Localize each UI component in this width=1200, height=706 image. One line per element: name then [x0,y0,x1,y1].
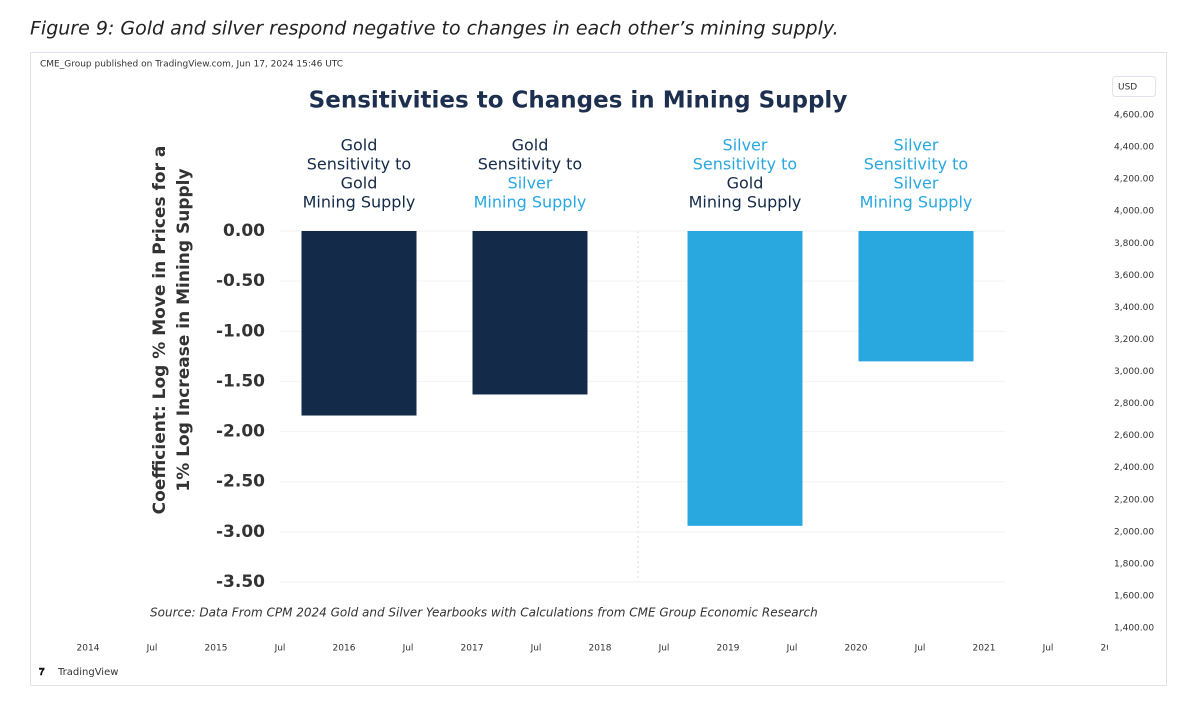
price-tick-label: 4,200.00 [1114,175,1154,185]
y-label-line: Coefficient: Log % Move in Prices for a [150,146,170,515]
y-tick-label: -3.50 [216,572,265,592]
time-tick-label: Jul [530,644,542,654]
category-label: Sensitivity to [307,155,411,174]
category-label: Gold [727,174,764,193]
time-tick-label: Jul [274,644,286,654]
bar [687,231,803,526]
time-tick-label: Jul [658,644,670,654]
y-tick-label: -1.50 [216,371,265,391]
time-tick-label: 2018 [589,644,612,654]
category-label: Mining Supply [303,193,416,212]
price-tick-label: 1,400.00 [1114,624,1154,634]
y-tick-label: 0.00 [223,221,265,241]
chart-title: Sensitivities to Changes in Mining Suppl… [309,88,848,114]
category-label: Gold [512,136,549,155]
price-tick-label: 3,200.00 [1114,335,1154,345]
time-tick-label: Jul [1042,644,1054,654]
bar [858,231,974,362]
price-tick-label: 3,800.00 [1114,239,1154,249]
price-tick-label: 4,000.00 [1114,207,1154,217]
price-tick-label: 1,600.00 [1114,591,1154,601]
price-tick-label: 4,400.00 [1114,143,1154,153]
price-tick-label: 3,400.00 [1114,303,1154,313]
unit-box [1112,76,1156,97]
time-axis: 2014 Jul 2015 Jul 2016 Jul 2017 Jul 2018 Jul 2019 J… [77,644,1124,654]
chart: 0.00 -0.50 -1.00 -1.50 -2.00 -2.50 -3.00 -3.50 G… [216,136,1005,592]
y-tick-label: -2.00 [216,422,265,442]
caption: Figure 9: Gold and silver respond negati… [30,18,839,40]
bar [472,231,588,395]
price-tick-label: 2,000.00 [1114,527,1154,537]
time-tick-label: 2017 [461,644,484,654]
time-tick-label: Jul [786,644,798,654]
category-label: Gold [341,174,378,193]
category-label: Silver [894,174,939,193]
category-label: Silver [894,136,939,155]
category-label: Mining Supply [474,193,587,212]
category-label: Silver [508,174,553,193]
price-unit: USD [1118,83,1137,93]
category-label: Mining Supply [689,193,802,212]
y-tick-label: -0.50 [216,271,265,291]
footer: TradingView [57,667,118,678]
category-label: Gold [341,136,378,155]
category-label: Sensitivity to [693,155,797,174]
time-tick-label: 2014 [77,644,100,654]
category-label: Silver [723,136,768,155]
y-tick-label: -3.00 [216,522,265,542]
time-tick-label: Jul [402,644,414,654]
category-label: Mining Supply [860,193,973,212]
price-tick-label: 3,000.00 [1114,367,1154,377]
publisher: CME_Group published on TradingView.com, … [40,60,343,70]
time-tick-label: 2019 [717,644,740,654]
time-tick-label: 2021 [973,644,996,654]
category-label: Sensitivity to [478,155,582,174]
time-tick-label: 2016 [333,644,356,654]
time-tick-label: Jul [146,644,158,654]
y-label-line: 1% Log Increase in Mining Supply [174,168,194,491]
y-tick-label: -2.50 [216,472,265,492]
price-tick-label: 1,800.00 [1114,559,1154,569]
time-tick-label: Jul [914,644,926,654]
price-tick-label: 3,600.00 [1114,271,1154,281]
bar [301,231,417,416]
price-tick-label: 2,200.00 [1114,495,1154,505]
time-tick-label: 2022 [1101,644,1124,654]
price-tick-label: 2,400.00 [1114,463,1154,473]
category-label: Sensitivity to [864,155,968,174]
source: Source: Data From CPM 2024 Gold and Silv… [150,606,818,620]
price-tick-label: 2,600.00 [1114,431,1154,441]
y-label: Coefficient: Log % Move in Prices for a … [150,146,194,515]
frame [30,52,1167,686]
price-tick-label: 2,800.00 [1114,399,1154,409]
price-tick-label: 4,600.00 [1114,111,1154,121]
time-tick-label: 2020 [845,644,868,654]
y-tick-label: -1.00 [216,321,265,341]
time-tick-label: 2015 [205,644,228,654]
logo: 𝟕 [39,667,45,678]
